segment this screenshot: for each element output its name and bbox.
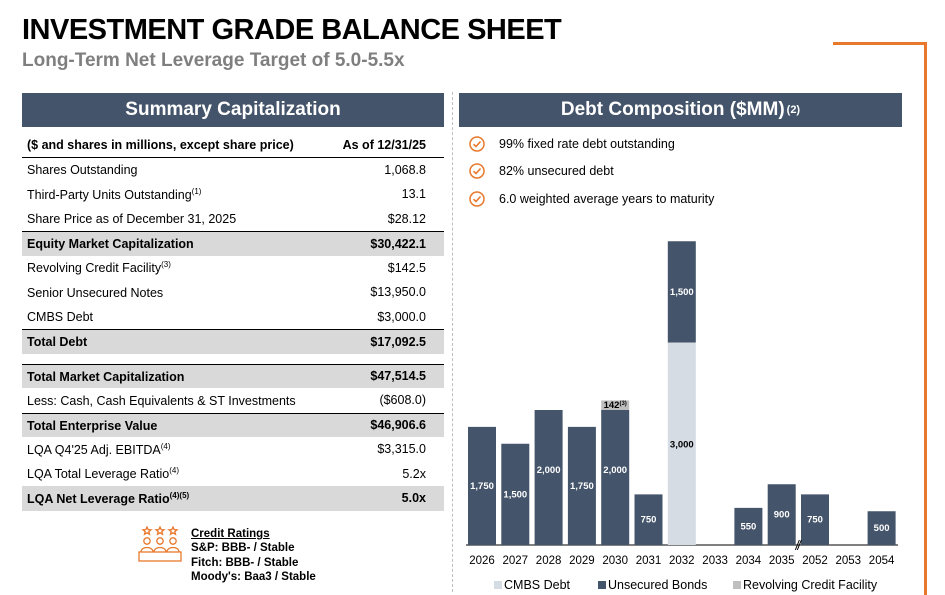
panel-divider (452, 92, 453, 592)
legend-item-unsecured: Unsecured Bonds (598, 578, 707, 592)
bullet-item: 6.0 weighted average years to maturity (469, 191, 714, 207)
legend-swatch (598, 581, 606, 589)
data-label: 750 (641, 515, 657, 526)
page-title: INVESTMENT GRADE BALANCE SHEET (22, 14, 562, 46)
data-label: 900 (774, 510, 790, 521)
legend-item-revolver: Revolving Credit Facility (733, 578, 877, 592)
x-tick-label: 2030 (602, 555, 628, 567)
x-tick-label: 2034 (736, 555, 762, 567)
accent-line-horizontal (833, 42, 927, 45)
rating-sp: S&P: BBB- / Stable (191, 542, 295, 555)
data-label: 1,750 (570, 481, 594, 492)
bar-cmbs-debt (667, 342, 696, 545)
data-label: 1,750 (470, 481, 494, 492)
bar-unsecured-bonds (534, 410, 563, 545)
x-tick-label: 2029 (569, 555, 595, 567)
x-tick-label: 2027 (503, 555, 529, 567)
x-tick-label: 2035 (769, 555, 795, 567)
legend-item-cmbs: CMBS Debt (494, 578, 570, 592)
table-row-subtotal: Equity Market Capitalization $30,422.1 (22, 231, 444, 256)
x-tick-label: 2031 (636, 555, 662, 567)
x-tick-label: 2033 (702, 555, 728, 567)
table-header-value: As of 12/31/25 (342, 137, 426, 152)
page-subtitle: Long-Term Net Leverage Target of 5.0-5.5… (22, 50, 405, 71)
x-tick-label: 2052 (802, 555, 828, 567)
bar-unsecured-bonds (801, 494, 829, 545)
check-circle-icon (469, 163, 485, 179)
x-tick-label: 2032 (669, 555, 695, 567)
bar-unsecured-bonds (468, 426, 496, 545)
data-label: 1,500 (670, 287, 694, 298)
table-spacer (22, 354, 444, 364)
debt-composition-header: Debt Composition ($MM) (2) (459, 93, 902, 127)
x-tick-label: 2026 (469, 555, 495, 567)
table-row: Share Price as of December 31, 2025 $28.1… (27, 211, 426, 227)
data-label: 3,000 (670, 440, 694, 451)
table-row: Senior Unsecured Notes $13,950.0 (27, 285, 426, 300)
x-tick-label: 2054 (869, 555, 895, 567)
table-header-label: ($ and shares in millions, except share … (27, 137, 294, 152)
axis-break-mark (794, 539, 800, 551)
bar-unsecured-bonds (734, 507, 763, 545)
legend-swatch (494, 581, 502, 589)
rating-moodys: Moody's: Baa3 / Stable (191, 570, 316, 583)
bullet-item: 99% fixed rate debt outstanding (469, 136, 675, 152)
table-row: Third-Party Units Outstanding(1) 13.1 (27, 186, 426, 202)
check-circle-icon (469, 191, 485, 207)
summary-title: Summary Capitalization (125, 99, 341, 120)
bar-unsecured-bonds (567, 426, 596, 545)
rating-fitch: Fitch: BBB- / Stable (191, 556, 299, 569)
data-label: 1,500 (503, 489, 527, 500)
table-row: LQA Q4'25 Adj. EBITDA(4) $3,315.0 (27, 441, 426, 457)
bar-unsecured-bonds (867, 511, 896, 545)
accent-line-vertical (924, 42, 927, 595)
table-header-row: ($ and shares in millions, except share … (22, 133, 444, 158)
table-row: Revolving Credit Facility(3) $142.5 (27, 260, 426, 276)
debt-maturity-chart: 1,750 2026 1,500 2027 2,000 2028 1,750 2029 2,00… (466, 241, 898, 567)
summary-capitalization-table: ($ and shares in millions, except share … (22, 133, 444, 511)
x-tick-label: 2028 (536, 555, 562, 567)
table-row-subtotal: Total Debt $17,092.5 (22, 329, 444, 354)
data-label: 142(3) (604, 400, 627, 411)
credit-ratings-title: Credit Ratings (191, 528, 270, 540)
table-row: CMBS Debt $3,000.0 (27, 309, 426, 325)
table-row-subtotal: LQA Net Leverage Ratio(4)(5) 5.0x (22, 486, 444, 511)
bar-unsecured-bonds (501, 443, 530, 545)
table-row-subtotal: Total Enterprise Value $46,906.6 (22, 412, 444, 437)
data-label: 500 (874, 523, 890, 534)
bar-unsecured-bonds (767, 484, 796, 545)
table-row: Less: Cash, Cash Equivalents & ST Invest… (27, 393, 426, 408)
x-tick-label: 2053 (836, 555, 862, 567)
bar-unsecured-bonds (601, 410, 630, 545)
debt-title-footnote: (2) (786, 104, 801, 116)
debt-title: Debt Composition ($MM) (560, 99, 785, 120)
data-label: 2,000 (603, 465, 627, 476)
bar-revolving-credit-facility (601, 400, 630, 410)
data-label: 750 (807, 515, 823, 526)
table-row-subtotal: Total Market Capitalization $47,514.5 (22, 363, 444, 388)
bar-unsecured-bonds (667, 241, 696, 343)
summary-capitalization-header: Summary Capitalization (22, 93, 444, 127)
people-stars-icon (138, 526, 182, 562)
table-row: LQA Total Leverage Ratio(4) 5.2x (27, 466, 426, 482)
data-label: 2,000 (537, 465, 561, 476)
legend-swatch (733, 581, 741, 589)
axis-break-mark (796, 539, 802, 551)
bullet-item: 82% unsecured debt (469, 163, 614, 179)
check-circle-icon (469, 136, 485, 152)
data-label: 550 (740, 521, 756, 532)
table-row: Shares Outstanding 1,068.8 (27, 162, 426, 178)
bar-unsecured-bonds (634, 494, 663, 545)
